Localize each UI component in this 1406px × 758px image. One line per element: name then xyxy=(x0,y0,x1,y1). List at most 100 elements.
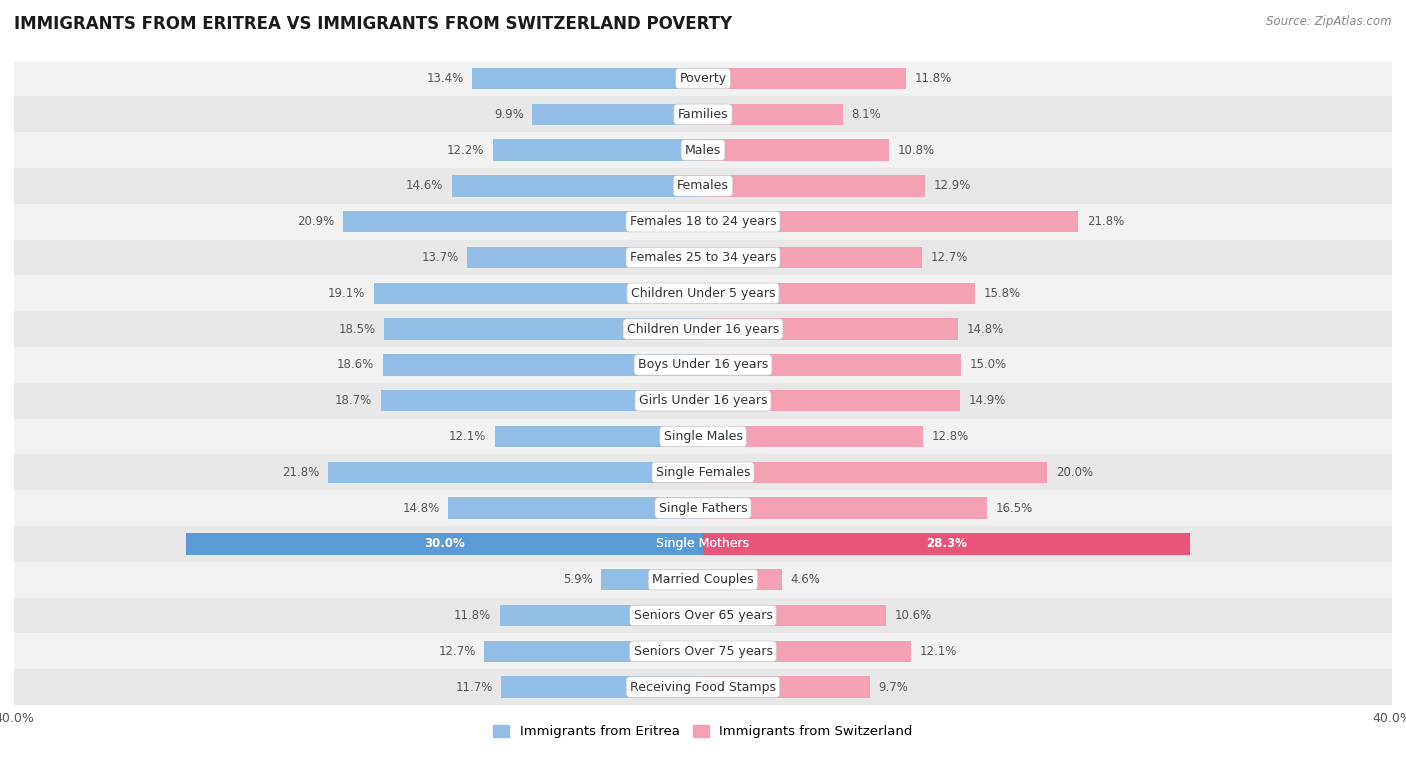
Bar xyxy=(381,390,703,412)
Text: 28.3%: 28.3% xyxy=(927,537,967,550)
Text: 21.8%: 21.8% xyxy=(1087,215,1125,228)
Bar xyxy=(14,562,1392,597)
Text: 13.4%: 13.4% xyxy=(426,72,464,85)
Bar xyxy=(703,175,925,196)
Bar xyxy=(703,354,962,376)
Bar xyxy=(14,347,1392,383)
Bar xyxy=(14,597,1392,634)
Text: 14.9%: 14.9% xyxy=(969,394,1005,407)
Text: 10.8%: 10.8% xyxy=(897,143,935,157)
Bar xyxy=(703,533,1191,555)
Bar xyxy=(484,641,703,662)
Text: Single Fathers: Single Fathers xyxy=(659,502,747,515)
Bar xyxy=(703,211,1078,233)
Bar xyxy=(14,490,1392,526)
Bar xyxy=(494,139,703,161)
Text: 4.6%: 4.6% xyxy=(790,573,821,586)
Text: 14.8%: 14.8% xyxy=(966,323,1004,336)
Bar xyxy=(451,175,703,196)
Bar xyxy=(14,383,1392,418)
Text: 11.7%: 11.7% xyxy=(456,681,494,694)
Text: 12.1%: 12.1% xyxy=(449,430,486,443)
Bar xyxy=(14,275,1392,312)
Bar xyxy=(14,526,1392,562)
Bar xyxy=(14,418,1392,454)
Text: 18.7%: 18.7% xyxy=(335,394,373,407)
Text: 9.7%: 9.7% xyxy=(879,681,908,694)
Bar xyxy=(14,132,1392,168)
Text: Children Under 16 years: Children Under 16 years xyxy=(627,323,779,336)
Text: Females 18 to 24 years: Females 18 to 24 years xyxy=(630,215,776,228)
Bar xyxy=(703,139,889,161)
Text: Seniors Over 65 years: Seniors Over 65 years xyxy=(634,609,772,622)
Bar xyxy=(703,426,924,447)
Text: 8.1%: 8.1% xyxy=(851,108,882,121)
Bar xyxy=(14,96,1392,132)
Text: Seniors Over 75 years: Seniors Over 75 years xyxy=(634,645,772,658)
Bar xyxy=(449,497,703,518)
Text: IMMIGRANTS FROM ERITREA VS IMMIGRANTS FROM SWITZERLAND POVERTY: IMMIGRANTS FROM ERITREA VS IMMIGRANTS FR… xyxy=(14,15,733,33)
Bar xyxy=(384,318,703,340)
Bar xyxy=(703,390,960,412)
Text: 13.7%: 13.7% xyxy=(422,251,458,264)
Text: Single Mothers: Single Mothers xyxy=(657,537,749,550)
Bar xyxy=(703,104,842,125)
Bar xyxy=(374,283,703,304)
Text: 12.8%: 12.8% xyxy=(932,430,969,443)
Text: Married Couples: Married Couples xyxy=(652,573,754,586)
Text: Children Under 5 years: Children Under 5 years xyxy=(631,287,775,300)
Text: 15.8%: 15.8% xyxy=(984,287,1021,300)
Bar xyxy=(14,168,1392,204)
Text: 9.9%: 9.9% xyxy=(494,108,524,121)
Text: 30.0%: 30.0% xyxy=(425,537,465,550)
Text: 14.8%: 14.8% xyxy=(402,502,440,515)
Text: Females 25 to 34 years: Females 25 to 34 years xyxy=(630,251,776,264)
Text: 12.9%: 12.9% xyxy=(934,180,972,193)
Bar xyxy=(14,454,1392,490)
Text: 12.1%: 12.1% xyxy=(920,645,957,658)
Text: 11.8%: 11.8% xyxy=(915,72,952,85)
Bar xyxy=(703,247,922,268)
Text: 14.6%: 14.6% xyxy=(405,180,443,193)
Text: Receiving Food Stamps: Receiving Food Stamps xyxy=(630,681,776,694)
Bar xyxy=(467,247,703,268)
Bar xyxy=(703,283,976,304)
Bar xyxy=(499,605,703,626)
Bar xyxy=(703,676,870,698)
Bar xyxy=(14,669,1392,705)
Bar xyxy=(14,240,1392,275)
Text: Single Females: Single Females xyxy=(655,465,751,479)
Bar xyxy=(533,104,703,125)
Text: 16.5%: 16.5% xyxy=(995,502,1033,515)
Bar xyxy=(502,676,703,698)
Text: 5.9%: 5.9% xyxy=(562,573,593,586)
Bar xyxy=(703,497,987,518)
Text: Girls Under 16 years: Girls Under 16 years xyxy=(638,394,768,407)
Text: Families: Families xyxy=(678,108,728,121)
Bar xyxy=(382,354,703,376)
Bar xyxy=(703,569,782,590)
Text: 11.8%: 11.8% xyxy=(454,609,491,622)
Bar xyxy=(703,641,911,662)
Text: 10.6%: 10.6% xyxy=(894,609,931,622)
Bar xyxy=(186,533,703,555)
Bar xyxy=(703,605,886,626)
Bar xyxy=(14,312,1392,347)
Text: 18.5%: 18.5% xyxy=(339,323,375,336)
Bar xyxy=(328,462,703,483)
Text: Single Males: Single Males xyxy=(664,430,742,443)
Text: 12.2%: 12.2% xyxy=(447,143,484,157)
Text: 12.7%: 12.7% xyxy=(931,251,967,264)
Text: Females: Females xyxy=(678,180,728,193)
Legend: Immigrants from Eritrea, Immigrants from Switzerland: Immigrants from Eritrea, Immigrants from… xyxy=(488,719,918,744)
Text: 15.0%: 15.0% xyxy=(970,359,1007,371)
Text: 19.1%: 19.1% xyxy=(328,287,366,300)
Bar xyxy=(343,211,703,233)
Bar xyxy=(14,634,1392,669)
Text: Poverty: Poverty xyxy=(679,72,727,85)
Text: Boys Under 16 years: Boys Under 16 years xyxy=(638,359,768,371)
Text: Males: Males xyxy=(685,143,721,157)
Text: 21.8%: 21.8% xyxy=(281,465,319,479)
Text: Source: ZipAtlas.com: Source: ZipAtlas.com xyxy=(1267,15,1392,28)
Bar xyxy=(14,61,1392,96)
